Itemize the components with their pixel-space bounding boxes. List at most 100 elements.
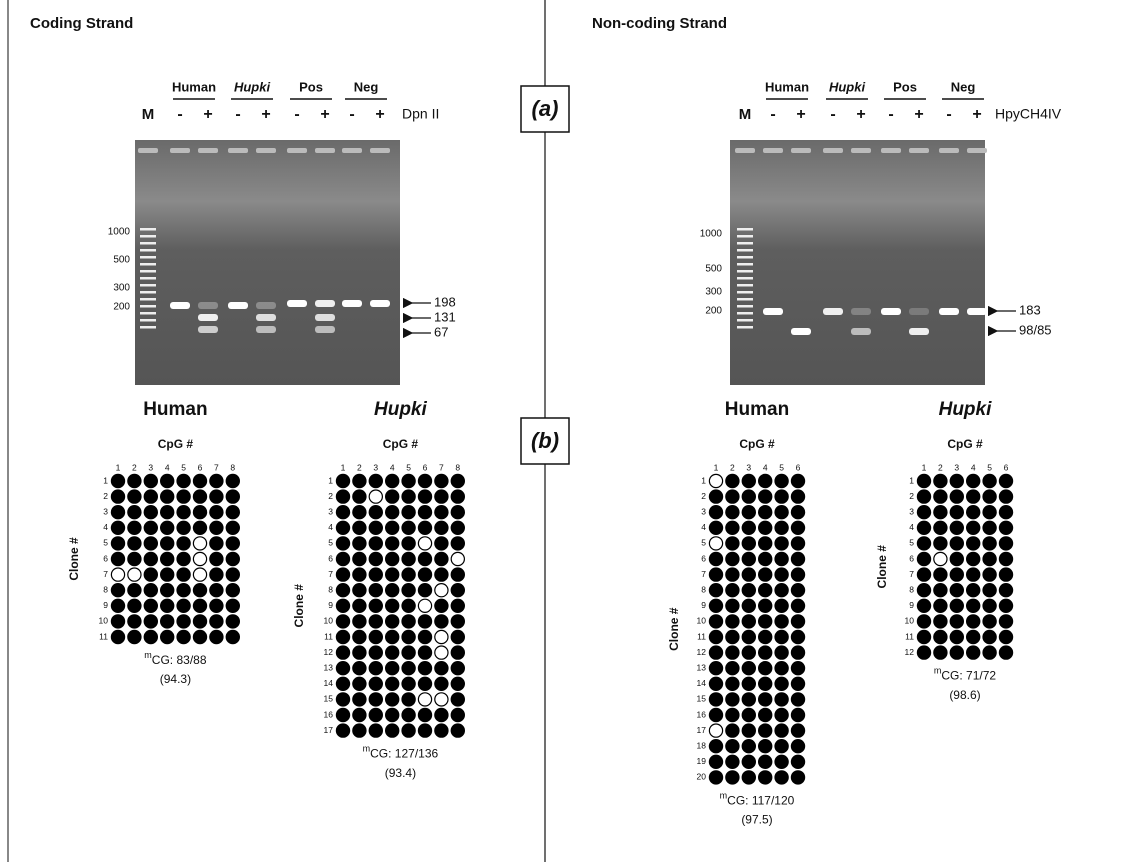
- unmethylated-cpg: [128, 568, 141, 581]
- ladder-band: [737, 256, 753, 259]
- cpg-label: 3: [373, 462, 378, 472]
- gel-well: [851, 148, 871, 153]
- methylated-cpg: [369, 474, 382, 487]
- marker-label: M: [739, 106, 752, 123]
- unmethylated-cpg: [934, 552, 947, 565]
- methylated-cpg: [353, 552, 366, 565]
- clone-label: 7: [103, 569, 108, 579]
- clone-label: 10: [324, 616, 334, 626]
- methylated-cpg: [353, 662, 366, 675]
- unmethylated-cpg: [111, 568, 124, 581]
- ladder-band: [140, 256, 156, 259]
- gel-band: [342, 300, 362, 307]
- methylated-cpg: [950, 537, 963, 550]
- methylated-cpg: [775, 521, 788, 534]
- fragment-size-label: 198: [434, 294, 456, 309]
- gel-band: [228, 302, 248, 309]
- methylated-cpg: [775, 568, 788, 581]
- methylated-cpg: [934, 568, 947, 581]
- cpg-label: 6: [1004, 462, 1009, 472]
- clone-label: 17: [324, 725, 334, 735]
- methylated-cpg: [917, 506, 930, 519]
- methylated-cpg: [967, 615, 980, 628]
- enzyme-label: Dpn II: [402, 106, 439, 122]
- lane-group-label: Human: [172, 79, 216, 94]
- methylated-cpg: [177, 630, 190, 643]
- methylated-cpg: [934, 646, 947, 659]
- methylated-cpg: [226, 552, 239, 565]
- methylated-cpg: [193, 615, 206, 628]
- methylated-cpg: [917, 568, 930, 581]
- ladder-size-label: 500: [113, 255, 130, 266]
- methylated-cpg: [336, 693, 349, 706]
- methylated-cpg: [161, 584, 174, 597]
- methylated-cpg: [144, 568, 157, 581]
- methylated-cpg: [983, 490, 996, 503]
- methylated-cpg: [210, 490, 223, 503]
- methylated-cpg: [451, 724, 464, 737]
- methylated-cpg: [353, 537, 366, 550]
- methylated-cpg: [177, 506, 190, 519]
- methylated-cpg: [759, 662, 772, 675]
- methylated-cpg: [775, 677, 788, 690]
- methylated-cpg: [983, 506, 996, 519]
- clone-label: 2: [701, 491, 706, 501]
- methylated-cpg: [934, 474, 947, 487]
- methylated-cpg: [917, 630, 930, 643]
- methylated-cpg: [435, 474, 448, 487]
- clone-label: 5: [701, 538, 706, 548]
- methylated-cpg: [144, 584, 157, 597]
- methylated-cpg: [791, 552, 804, 565]
- methylated-cpg: [759, 537, 772, 550]
- methylated-cpg: [418, 506, 431, 519]
- methylated-cpg: [353, 599, 366, 612]
- gel-well: [791, 148, 811, 153]
- clone-label: 1: [103, 475, 108, 485]
- methylated-cpg: [144, 552, 157, 565]
- ladder-band: [737, 235, 753, 238]
- methylated-cpg: [161, 568, 174, 581]
- methylated-cpg: [144, 615, 157, 628]
- methylated-cpg: [336, 506, 349, 519]
- methylated-cpg: [759, 599, 772, 612]
- ladder-band: [737, 284, 753, 287]
- gel-band: [256, 326, 276, 333]
- methylated-cpg: [210, 630, 223, 643]
- methylated-cpg: [709, 740, 722, 753]
- methylated-cpg: [759, 490, 772, 503]
- methylated-cpg: [791, 521, 804, 534]
- methylated-cpg: [210, 552, 223, 565]
- clone-label: 4: [103, 522, 108, 532]
- methylated-cpg: [161, 506, 174, 519]
- gel-well: [315, 148, 335, 153]
- methylated-cpg: [451, 537, 464, 550]
- methylated-cpg: [386, 568, 399, 581]
- methylated-cpg: [759, 630, 772, 643]
- gel-well: [256, 148, 276, 153]
- superscript: m: [144, 650, 152, 660]
- gel-band: [315, 314, 335, 321]
- methylated-cpg: [791, 755, 804, 768]
- methylated-cpg: [369, 724, 382, 737]
- methylated-cpg: [435, 568, 448, 581]
- methylated-cpg: [967, 537, 980, 550]
- methylated-cpg: [226, 615, 239, 628]
- methylated-cpg: [917, 599, 930, 612]
- gel-band: [851, 308, 871, 315]
- methylated-cpg: [759, 646, 772, 659]
- methylated-cpg: [418, 662, 431, 675]
- ladder-band: [140, 235, 156, 238]
- methylated-cpg: [999, 537, 1012, 550]
- methylated-cpg: [742, 521, 755, 534]
- methylated-cpg: [336, 615, 349, 628]
- methylated-cpg: [402, 584, 415, 597]
- clone-label: 16: [324, 709, 334, 719]
- methylated-cpg: [451, 615, 464, 628]
- methylated-cpg: [418, 474, 431, 487]
- methylated-cpg: [435, 506, 448, 519]
- ladder-band: [140, 291, 156, 294]
- methylated-cpg: [999, 474, 1012, 487]
- methylated-cpg: [161, 474, 174, 487]
- lane-sign: +: [796, 106, 805, 123]
- methylated-cpg: [934, 630, 947, 643]
